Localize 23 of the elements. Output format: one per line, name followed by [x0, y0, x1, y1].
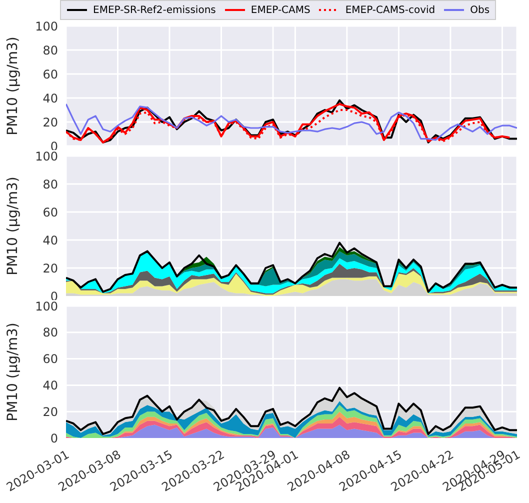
y-axis-title: PM10 (µg/m3) [4, 322, 21, 422]
y-tick-label: 20 [42, 261, 58, 276]
y-tick-label: 60 [42, 67, 58, 82]
legend-label: EMEP-SR-Ref2-emissions [93, 4, 216, 16]
y-tick-label: 0 [50, 431, 58, 446]
y-tick-label: 80 [42, 326, 58, 340]
y-tick-label: 60 [42, 205, 58, 220]
y-tick-label: 100 [35, 299, 58, 314]
y-tick-label: 40 [42, 91, 58, 106]
legend-label: EMEP-CAMS-covid [345, 4, 436, 16]
y-tick-label: 20 [42, 115, 58, 130]
y-tick-label: 60 [42, 352, 58, 366]
y-tick-label: 20 [42, 404, 58, 419]
y-tick-label: 40 [42, 378, 58, 392]
y-tick-label: 100 [35, 19, 58, 34]
y-tick-label: 100 [35, 149, 58, 164]
legend-label: Obs [470, 4, 490, 16]
y-axis-title: PM10 (µg/m3) [4, 36, 21, 136]
y-tick-label: 40 [42, 233, 58, 248]
legend-label: EMEP-CAMS [250, 4, 310, 16]
y-axis-title: PM10 (µg/m3) [4, 176, 21, 276]
y-tick-label: 80 [42, 177, 58, 192]
y-tick-label: 80 [42, 43, 58, 58]
